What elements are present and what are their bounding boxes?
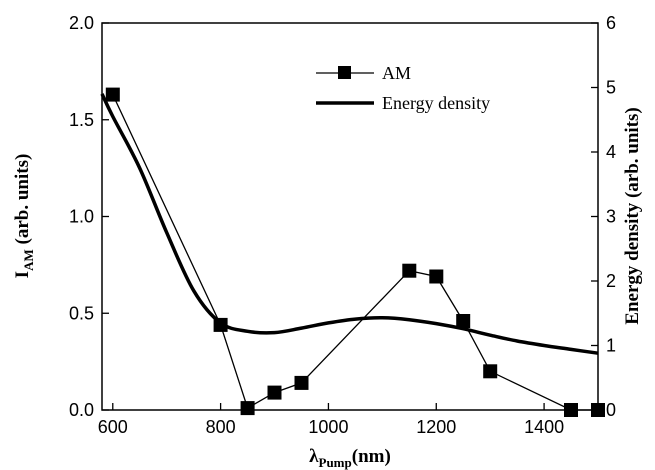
series-layer xyxy=(100,87,605,417)
x-tick-label: 800 xyxy=(206,417,236,437)
y-left-tick-label: 0.5 xyxy=(69,303,94,323)
y-right-tick-label: 1 xyxy=(606,336,616,356)
left-axis-ticks: 0.0 0.5 1.0 1.5 2.0 xyxy=(69,13,109,420)
x-axis-ticks: 600 800 1000 1200 1400 xyxy=(98,403,564,437)
am-data-point xyxy=(564,403,578,417)
am-data-point xyxy=(429,269,444,284)
y-left-tick-label: 1.5 xyxy=(69,110,94,130)
x-tick-label: 1400 xyxy=(524,417,564,437)
am-series-line xyxy=(112,94,598,411)
legend-am-marker xyxy=(338,66,351,79)
y-left-axis-title: IAM (arb. units) xyxy=(12,154,36,279)
legend-energy-label: Energy density xyxy=(382,93,490,113)
legend: AM Energy density xyxy=(316,63,490,113)
y-left-title-sub: AM xyxy=(21,249,36,271)
am-data-point xyxy=(483,364,498,379)
y-left-tick-label: 0.0 xyxy=(69,400,94,420)
am-data-point xyxy=(294,375,309,390)
right-axis-ticks: 0 1 2 3 4 5 6 xyxy=(591,13,616,420)
x-tick-label: 1200 xyxy=(416,417,456,437)
y-right-tick-label: 2 xyxy=(606,271,616,291)
am-data-point xyxy=(213,317,228,332)
am-data-point xyxy=(591,403,605,417)
x-tick-label: 600 xyxy=(98,417,128,437)
y-right-tick-label: 6 xyxy=(606,13,616,33)
am-data-point xyxy=(456,314,471,328)
am-data-point xyxy=(402,263,417,278)
y-right-tick-label: 5 xyxy=(606,78,616,98)
y-right-tick-label: 4 xyxy=(606,142,616,162)
y-right-tick-label: 3 xyxy=(606,207,616,227)
y-right-tick-label: 0 xyxy=(606,400,616,420)
x-axis-title: λPump(nm) xyxy=(309,446,391,470)
y-left-tick-label: 1.0 xyxy=(69,207,94,227)
y-left-title-unit: (arb. units) xyxy=(12,154,33,250)
y-left-title-main: I xyxy=(12,271,33,278)
am-data-point xyxy=(267,385,282,400)
energy-density-curve xyxy=(100,93,599,355)
x-title-unit: (nm) xyxy=(352,446,391,467)
x-title-main: λ xyxy=(309,446,319,467)
legend-am-label: AM xyxy=(382,63,411,83)
y-left-tick-label: 2.0 xyxy=(69,13,94,33)
am-data-point xyxy=(240,401,255,416)
x-title-sub: Pump xyxy=(319,455,352,470)
x-tick-label: 1000 xyxy=(308,417,348,437)
y-right-axis-title: Energy density (arb. units) xyxy=(622,107,643,324)
plot-frame xyxy=(101,22,599,411)
am-data-point xyxy=(105,87,120,102)
